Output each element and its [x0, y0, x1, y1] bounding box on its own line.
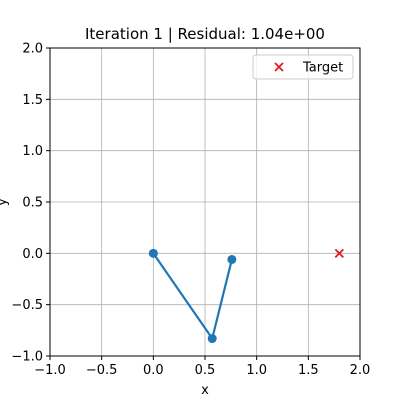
- y-tick-label: 2.0: [22, 42, 43, 57]
- y-tick-label: 0.0: [22, 247, 43, 262]
- legend: Target: [252, 54, 354, 80]
- x-tick-label: 2.0: [350, 363, 371, 378]
- x-tick-label: 0.0: [143, 363, 164, 378]
- legend-target-marker: [274, 62, 284, 72]
- x-axis-label: x: [201, 383, 209, 398]
- x-tick-label: 0.5: [195, 363, 216, 378]
- legend-box: [252, 54, 354, 80]
- arm-joint-point: [207, 334, 217, 344]
- x-tick-label: 1.5: [298, 363, 319, 378]
- y-tick-label: −1.0: [11, 350, 43, 365]
- arm-joint-point: [227, 254, 237, 264]
- y-axis-label: y: [0, 198, 10, 206]
- legend-target-label: Target: [302, 61, 343, 76]
- x-tick-label: 1.0: [246, 363, 267, 378]
- y-tick-label: −0.5: [11, 298, 43, 313]
- target-point: [334, 248, 344, 258]
- arm-joint-point: [148, 248, 158, 258]
- y-tick-label: 1.5: [22, 93, 43, 108]
- x-tick-label: −0.5: [86, 363, 118, 378]
- legend-target-x-mark: [274, 62, 284, 72]
- x-tick-label: −1.0: [34, 363, 66, 378]
- y-tick-label: 1.0: [22, 144, 43, 159]
- y-tick-label: 0.5: [22, 196, 43, 211]
- ticks: −1.0 −0.5 0.0 0.5 1.0 1.5 2.0 −1.0 −0.5 0.0 0.5 1.0…: [11, 42, 370, 379]
- chart-title: Iteration 1 | Residual: 1.04e+00: [85, 25, 325, 43]
- plot-data: [148, 248, 344, 344]
